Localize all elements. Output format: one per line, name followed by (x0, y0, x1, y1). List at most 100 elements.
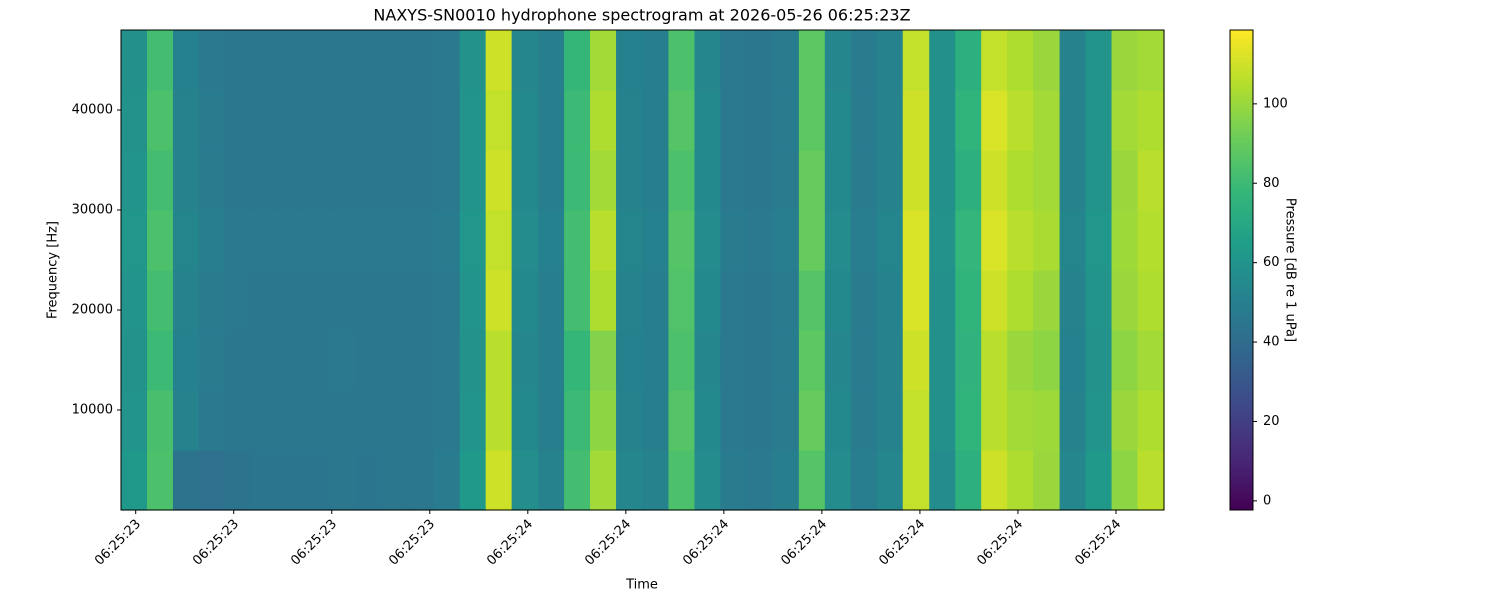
colorbar-segment (1230, 34, 1253, 39)
heatmap-cell (1137, 210, 1165, 271)
heatmap-cell (303, 450, 330, 511)
heatmap-cell (564, 450, 591, 511)
heatmap-cell (824, 390, 852, 451)
heatmap-cell (1111, 210, 1139, 271)
heatmap-cell (981, 30, 1008, 91)
heatmap-cell (772, 390, 800, 451)
heatmap-cell (616, 150, 643, 211)
heatmap-cell (981, 210, 1008, 271)
heatmap-cell (1111, 90, 1139, 151)
heatmap-cell (224, 150, 252, 211)
heatmap-cell (955, 90, 982, 151)
heatmap-cell (1059, 30, 1087, 91)
x-axis-label: Time (625, 578, 658, 593)
colorbar-segment (1230, 330, 1253, 335)
heatmap-cell (198, 150, 226, 211)
heatmap-cell (642, 150, 670, 211)
colorbar-segment (1230, 298, 1253, 303)
heatmap-cell (590, 210, 617, 271)
heatmap-cell (485, 450, 513, 511)
chart-title: NAXYS-SN0010 hydrophone spectrogram at 2… (373, 6, 910, 25)
colorbar-segment (1230, 214, 1253, 219)
heatmap-cell (1007, 30, 1034, 91)
heatmap-cell (198, 270, 226, 331)
heatmap-cell (277, 270, 304, 331)
colorbar-segment (1230, 242, 1253, 247)
heatmap-cell (407, 30, 435, 91)
colorbar-tick-label: 100 (1263, 96, 1288, 111)
heatmap-cell (1111, 150, 1139, 211)
heatmap-cell (876, 390, 904, 451)
colorbar-segment (1230, 262, 1253, 267)
colorbar-segment (1230, 490, 1253, 495)
heatmap-cell (720, 210, 748, 271)
heatmap-cell (121, 210, 148, 271)
heatmap-cell (250, 450, 278, 511)
heatmap-cell (381, 210, 409, 271)
heatmap-cell (694, 390, 722, 451)
heatmap-cell (564, 270, 591, 331)
heatmap-cell (1033, 30, 1061, 91)
colorbar-segment (1230, 374, 1253, 379)
heatmap-cell (929, 150, 956, 211)
colorbar-segment (1230, 54, 1253, 59)
colorbar-segment (1230, 146, 1253, 151)
heatmap-cell (955, 150, 982, 211)
heatmap-cell (329, 330, 356, 391)
colorbar-segment (1230, 218, 1253, 223)
heatmap-cell (172, 210, 200, 271)
heatmap-cell (433, 30, 461, 91)
colorbar-segment (1230, 138, 1253, 143)
heatmap-cell (694, 270, 722, 331)
heatmap-cell (121, 30, 148, 91)
heatmap-cell (1111, 450, 1139, 511)
colorbar-segment (1230, 314, 1253, 319)
heatmap-cell (329, 390, 356, 451)
heatmap-cell (407, 330, 435, 391)
heatmap-cell (1033, 150, 1061, 211)
colorbar-label: Pressure [dB re 1 uPa] (1283, 198, 1298, 342)
heatmap-cell (329, 210, 356, 271)
x-tick-label: 06:25:24 (1072, 517, 1124, 569)
colorbar-segment (1230, 178, 1253, 183)
heatmap-cell (798, 210, 826, 271)
heatmap-cell (590, 270, 617, 331)
heatmap-cell (121, 150, 148, 211)
colorbar-segment (1230, 398, 1253, 403)
heatmap-cell (746, 90, 773, 151)
heatmap-cell (433, 210, 461, 271)
colorbar-tick-label: 60 (1263, 255, 1280, 270)
heatmap-cell (538, 450, 565, 511)
heatmap-cell (616, 210, 643, 271)
heatmap-cell (303, 270, 330, 331)
heatmap-cell (303, 330, 330, 391)
heatmap-cell (902, 30, 930, 91)
colorbar-segment (1230, 410, 1253, 415)
colorbar-segment (1230, 106, 1253, 111)
colorbar-segment (1230, 186, 1253, 191)
colorbar-segment (1230, 258, 1253, 263)
colorbar-segment (1230, 458, 1253, 463)
heatmap-cell (355, 450, 382, 511)
heatmap-cell (1007, 330, 1034, 391)
heatmap-cell (407, 270, 435, 331)
heatmap-cell (407, 210, 435, 271)
heatmap-cell (720, 450, 748, 511)
heatmap-cell (981, 390, 1008, 451)
heatmap-cell (1059, 210, 1087, 271)
heatmap-cell (511, 90, 539, 151)
heatmap-cell (1085, 330, 1113, 391)
heatmap-cell (929, 330, 956, 391)
heatmap-cell (590, 330, 617, 391)
heatmap-cell (1007, 150, 1034, 211)
colorbar-segment (1230, 386, 1253, 391)
heatmap-cell (1085, 210, 1113, 271)
heatmap-cell (485, 90, 513, 151)
colorbar-segment (1230, 354, 1253, 359)
heatmap-cell (1007, 210, 1034, 271)
heatmap-cell (511, 330, 539, 391)
colorbar-segment (1230, 498, 1253, 503)
colorbar-segment (1230, 102, 1253, 107)
heatmap-cell (250, 330, 278, 391)
heatmap-cell (1007, 390, 1034, 451)
